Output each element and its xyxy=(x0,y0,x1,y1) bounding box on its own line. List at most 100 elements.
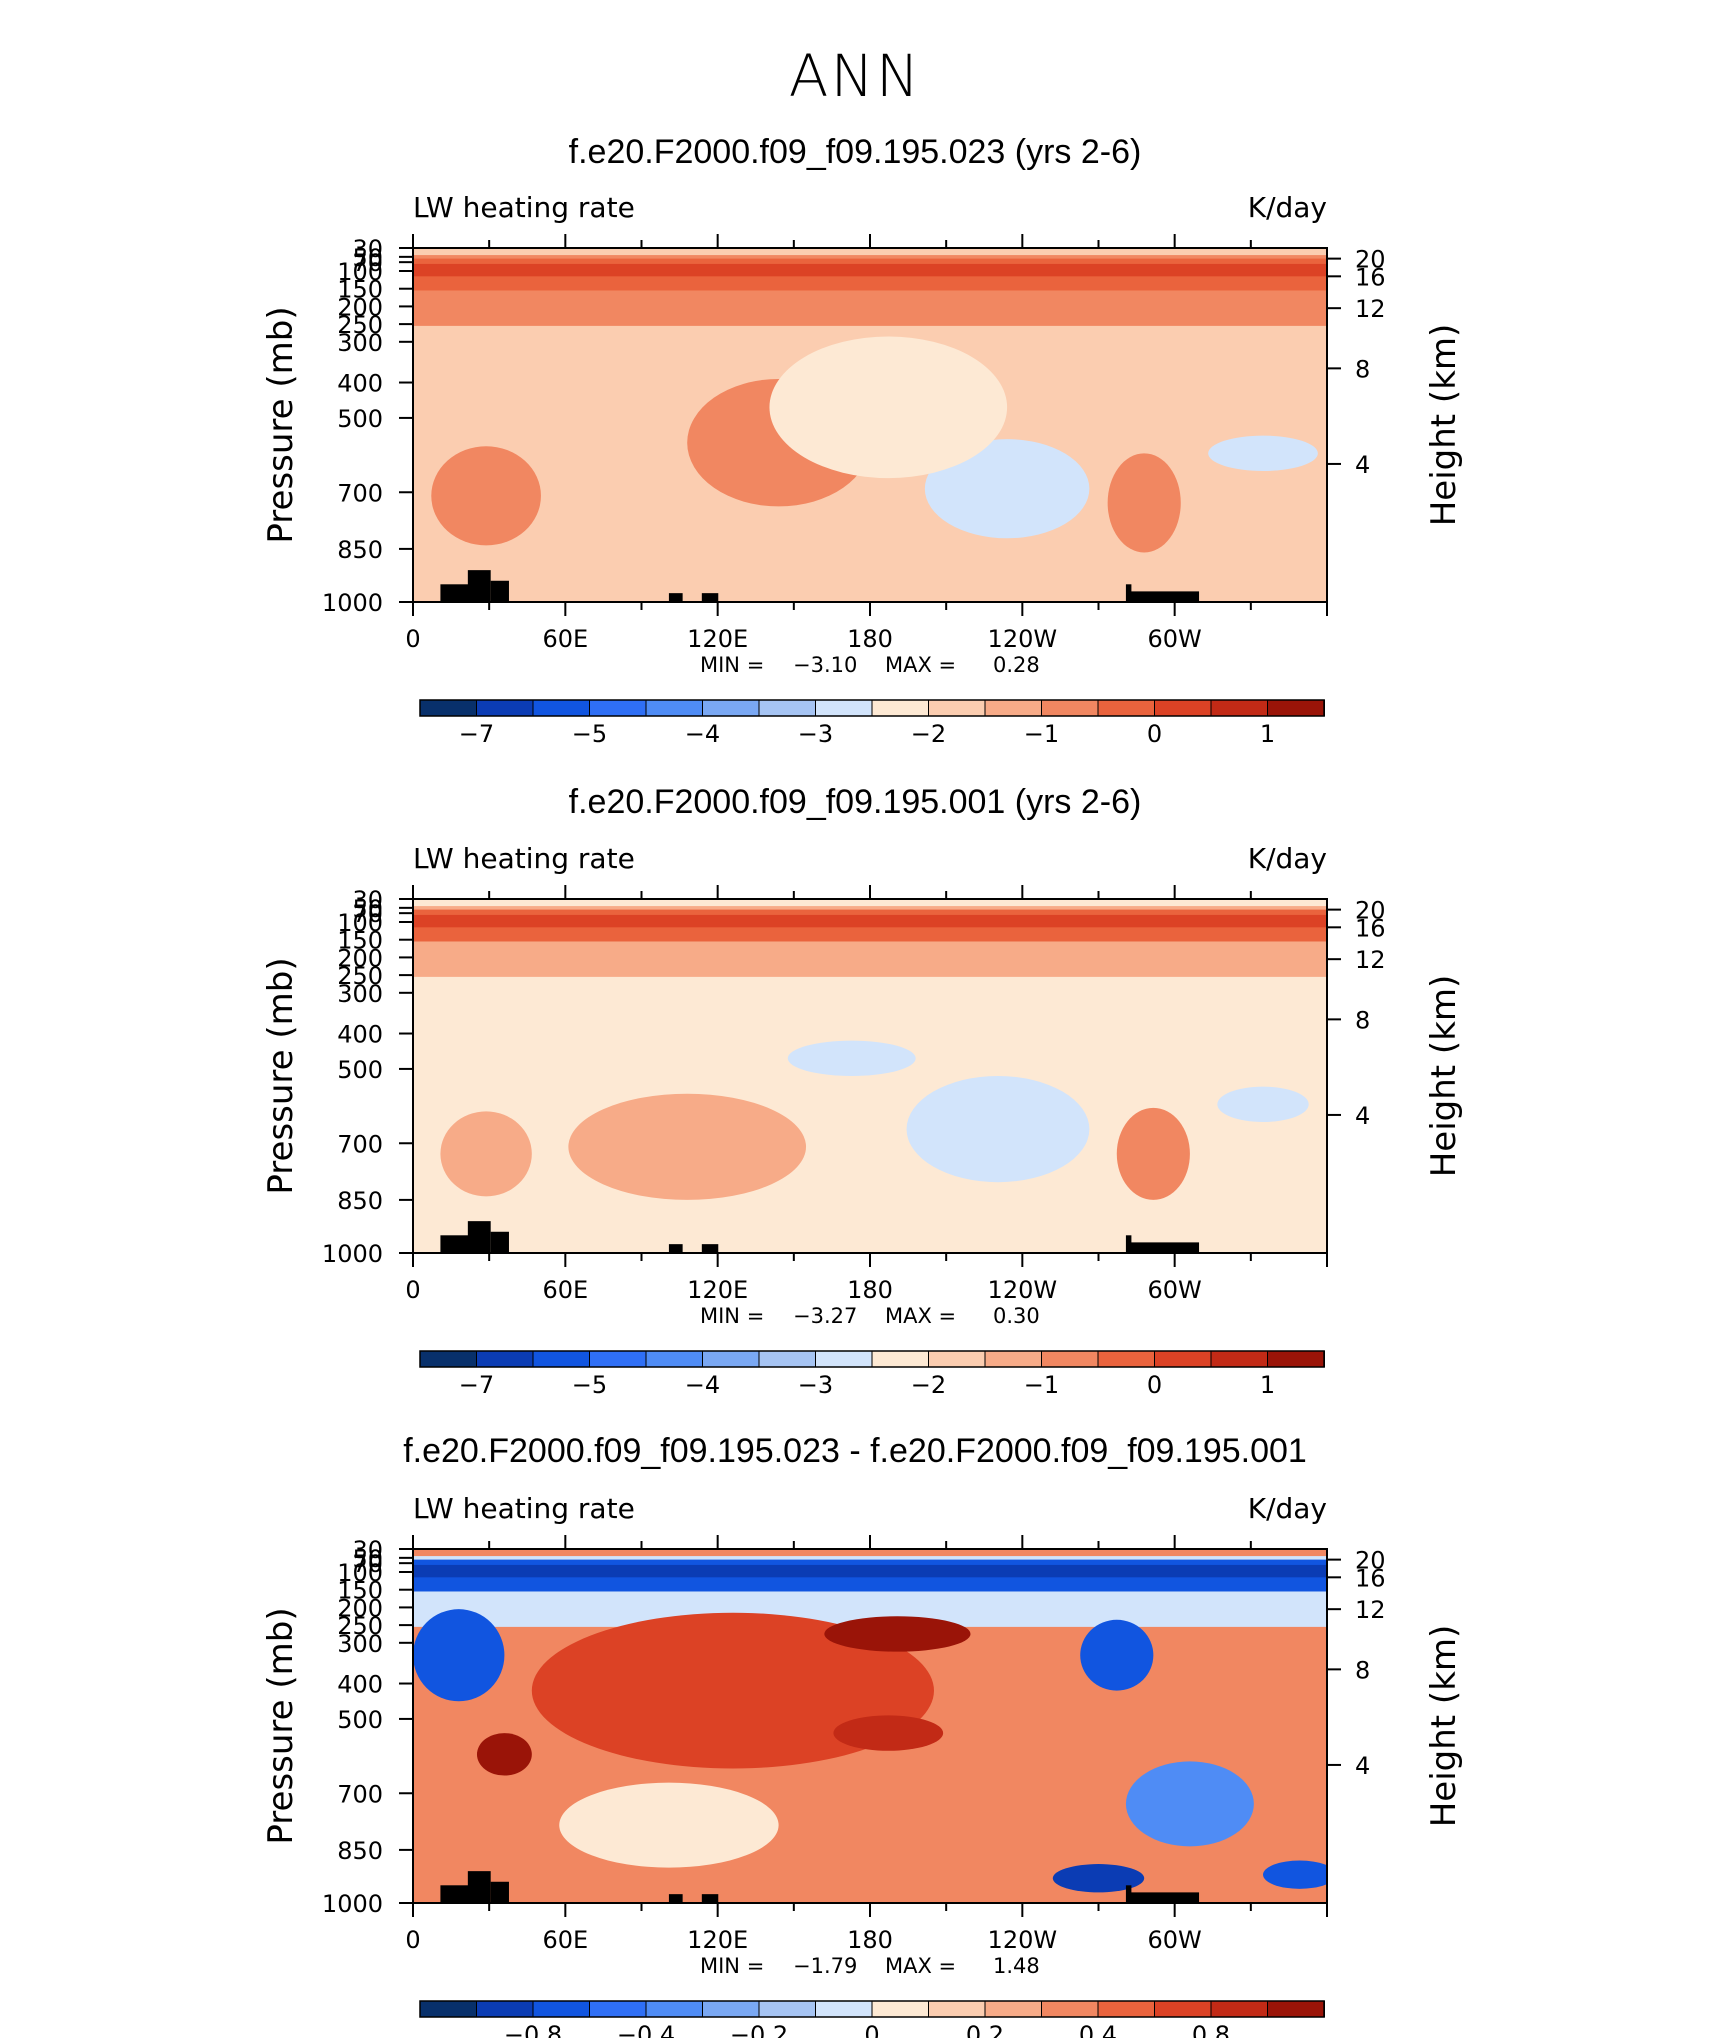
colorbar-swatch xyxy=(1210,699,1269,717)
colorbar-swatch xyxy=(984,2000,1043,2018)
colorbar-swatch xyxy=(1097,2000,1156,2018)
colorbar-swatch xyxy=(589,1350,647,1368)
contour-band xyxy=(413,1564,1327,1578)
colorbar-label: 0 xyxy=(1147,1371,1162,1399)
colorbar-swatch xyxy=(589,699,647,717)
colorbar-swatch xyxy=(476,699,534,717)
x-tick-label: 60E xyxy=(542,625,588,653)
y-axis-right-title: Height (km) xyxy=(1424,975,1464,1178)
y-tick-right-label: 12 xyxy=(1355,946,1386,974)
min-label: MIN = xyxy=(700,653,764,677)
y-tick-label: 700 xyxy=(337,1780,383,1808)
colorbar-swatch xyxy=(1041,2000,1099,2018)
variable-label: LW heating rate xyxy=(413,842,635,875)
y-axis-title: Pressure (mb) xyxy=(261,957,301,1194)
contour-region xyxy=(824,1616,971,1652)
colorbar-swatch xyxy=(476,2000,534,2018)
colorbar-swatch xyxy=(871,2000,930,2018)
y-tick-right-label: 8 xyxy=(1355,1656,1370,1684)
contour-region xyxy=(1116,1107,1190,1200)
colorbar-swatch xyxy=(419,699,478,717)
colorbar-label: 0 xyxy=(864,2021,879,2038)
y-tick-right-label: 20 xyxy=(1355,246,1386,274)
chart-panel-1: 0 60E 120E 180 120W 60W3050701001502002503004… xyxy=(261,191,1464,748)
topography xyxy=(467,1221,491,1253)
y-tick-label: 850 xyxy=(337,536,383,564)
min-value: −3.27 xyxy=(793,1304,857,1328)
x-tick-label: 60W xyxy=(1148,1276,1202,1304)
contour-region xyxy=(833,1715,944,1751)
colorbar-label: −0.2 xyxy=(730,2021,788,2038)
colorbar-swatch xyxy=(928,699,986,717)
colorbar-label: −4 xyxy=(685,720,720,748)
colorbar-swatch xyxy=(1097,699,1156,717)
colorbar-swatch xyxy=(702,1350,760,1368)
colorbar-swatch xyxy=(645,2000,704,2018)
y-tick-label: 700 xyxy=(337,1130,383,1158)
x-tick-label: 120E xyxy=(687,625,748,653)
colorbar-frame xyxy=(419,2000,1325,2018)
colorbar-label: −2 xyxy=(911,1371,946,1399)
colorbar: −7 −5 −4 −3 −2 −1 0 1 xyxy=(419,699,1325,748)
y-tick-label: 50 xyxy=(352,895,383,923)
panel-title-3: f.e20.F2000.f09_f09.195.023 - f.e20.F200… xyxy=(403,1432,1307,1470)
colorbar-label: 0.8 xyxy=(1192,2021,1230,2038)
colorbar-label: −1 xyxy=(1024,720,1059,748)
y-tick-label: 150 xyxy=(337,927,383,955)
y-tick-label: 250 xyxy=(337,962,383,990)
topography xyxy=(490,580,509,602)
colorbar-swatch xyxy=(1210,1350,1269,1368)
units-label: K/day xyxy=(1248,191,1327,224)
y-axis-title: Pressure (mb) xyxy=(261,306,301,543)
y-tick-label: 70 xyxy=(352,900,383,928)
topography xyxy=(490,1881,509,1903)
topography xyxy=(668,1244,683,1253)
colorbar-label: −3 xyxy=(798,720,833,748)
contour-region xyxy=(1107,453,1181,553)
colorbar-swatch xyxy=(928,1350,986,1368)
y-tick-label: 100 xyxy=(337,1559,383,1587)
y-tick-label: 30 xyxy=(352,886,383,914)
colorbar-swatch xyxy=(476,1350,534,1368)
colorbar-swatch xyxy=(871,699,930,717)
chart-panel-3: 0 60E 120E 180 120W 60W3050701001502002503004… xyxy=(261,1492,1464,2038)
colorbar-swatch xyxy=(815,2000,873,2018)
colorbar-swatch xyxy=(645,1350,704,1368)
y-tick-label: 200 xyxy=(337,1594,383,1622)
x-tick-label: 0 xyxy=(405,625,420,653)
y-tick-right-label: 16 xyxy=(1355,263,1386,291)
chart-panel-2: 0 60E 120E 180 120W 60W3050701001502002503004… xyxy=(261,842,1464,1399)
topography xyxy=(668,1894,683,1903)
max-value: 0.30 xyxy=(993,1304,1040,1328)
colorbar-label: −5 xyxy=(572,720,607,748)
y-tick-label: 250 xyxy=(337,311,383,339)
max-value: 1.48 xyxy=(993,1954,1040,1978)
colorbar-label: −3 xyxy=(798,1371,833,1399)
contour-region xyxy=(1263,1860,1327,1889)
contour-region xyxy=(1052,1864,1145,1893)
contour-region xyxy=(531,1612,934,1769)
units-label: K/day xyxy=(1248,1492,1327,1525)
y-tick-label: 500 xyxy=(337,1706,383,1734)
y-tick-label: 50 xyxy=(352,1545,383,1573)
topography xyxy=(701,593,719,602)
topography xyxy=(467,570,491,602)
colorbar-swatch xyxy=(645,699,704,717)
y-tick-label: 1000 xyxy=(322,589,383,617)
y-tick-label: 100 xyxy=(337,909,383,937)
y-tick-label: 500 xyxy=(337,1056,383,1084)
colorbar-frame xyxy=(419,1350,1325,1368)
main-title: ANN xyxy=(788,42,922,110)
contour-region xyxy=(1208,435,1318,472)
colorbar-swatch xyxy=(1154,1350,1212,1368)
colorbar-swatch xyxy=(419,1350,478,1368)
y-tick-label: 100 xyxy=(337,258,383,286)
x-tick-label: 60E xyxy=(542,1276,588,1304)
y-tick-right-label: 12 xyxy=(1355,1596,1386,1624)
max-label: MAX = xyxy=(885,1954,956,1978)
y-tick-right-label: 16 xyxy=(1355,1564,1386,1592)
y-axis-title: Pressure (mb) xyxy=(261,1607,301,1844)
colorbar-label: 1 xyxy=(1260,720,1275,748)
colorbar-label: −0.4 xyxy=(617,2021,675,2038)
